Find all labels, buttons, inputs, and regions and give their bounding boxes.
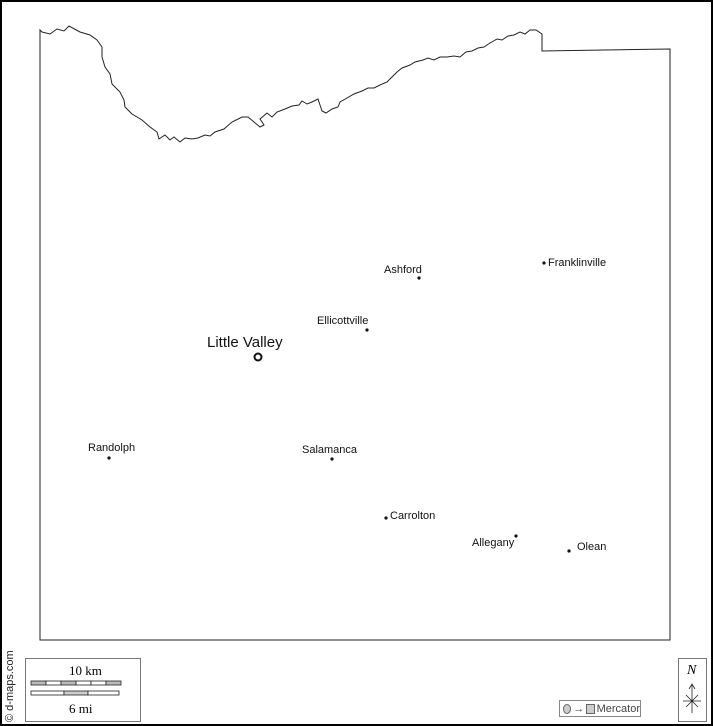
city-dot (107, 456, 111, 460)
city-label: Franklinville (548, 257, 607, 269)
city-dot (417, 276, 421, 280)
scale-km-label: 10 km (69, 663, 102, 678)
projection-label: Mercator (596, 702, 640, 715)
county-border (39, 25, 671, 641)
compass-icon (683, 683, 701, 713)
arrow-icon: → (573, 702, 585, 715)
city-dot (365, 328, 369, 332)
north-label: N (687, 663, 697, 678)
city-dot (384, 516, 388, 520)
city-dot (567, 549, 571, 553)
city-label: Allegany (472, 537, 515, 549)
scale-bars (30, 680, 122, 696)
capital-label: Little Valley (207, 334, 283, 351)
city-label: Ellicottville (317, 315, 369, 327)
capital-marker (253, 352, 263, 362)
globe-icon (563, 703, 572, 714)
city-label: Olean (577, 541, 607, 553)
city-label: Carrolton (390, 510, 436, 522)
city-dot (514, 534, 518, 538)
city-dot (330, 457, 334, 461)
scale-mi-label: 6 mi (69, 701, 93, 716)
scale-bar: 10 km 6 mi (25, 658, 141, 722)
square-icon (586, 703, 595, 714)
city-label: Randolph (88, 442, 136, 454)
city-label: Salamanca (302, 444, 358, 456)
city-dot (542, 261, 546, 265)
projection-box: → Mercator (559, 700, 641, 717)
north-arrow: N (678, 658, 707, 722)
credit: © d-maps.com (4, 650, 16, 722)
city-label: Ashford (384, 264, 422, 276)
